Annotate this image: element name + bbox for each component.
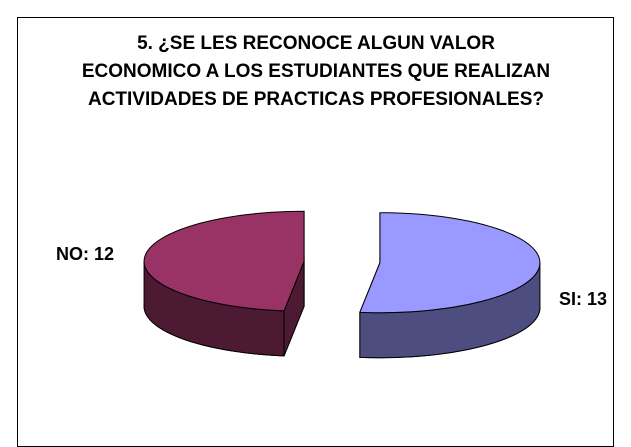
slice-top	[143, 210, 305, 312]
chart: SI: 13 NO: 12	[56, 210, 607, 359]
data-label: SI: 13	[559, 289, 607, 309]
data-label: NO: 12	[56, 244, 114, 264]
page: 5. ¿SE LES RECONOCE ALGUN VALOR ECONOMIC…	[17, 17, 614, 447]
pie-slice	[359, 212, 541, 359]
pie-slice	[143, 210, 305, 357]
chart-title: 5. ¿SE LES RECONOCE ALGUN VALOR ECONOMIC…	[81, 33, 551, 110]
slice-top	[359, 212, 541, 314]
